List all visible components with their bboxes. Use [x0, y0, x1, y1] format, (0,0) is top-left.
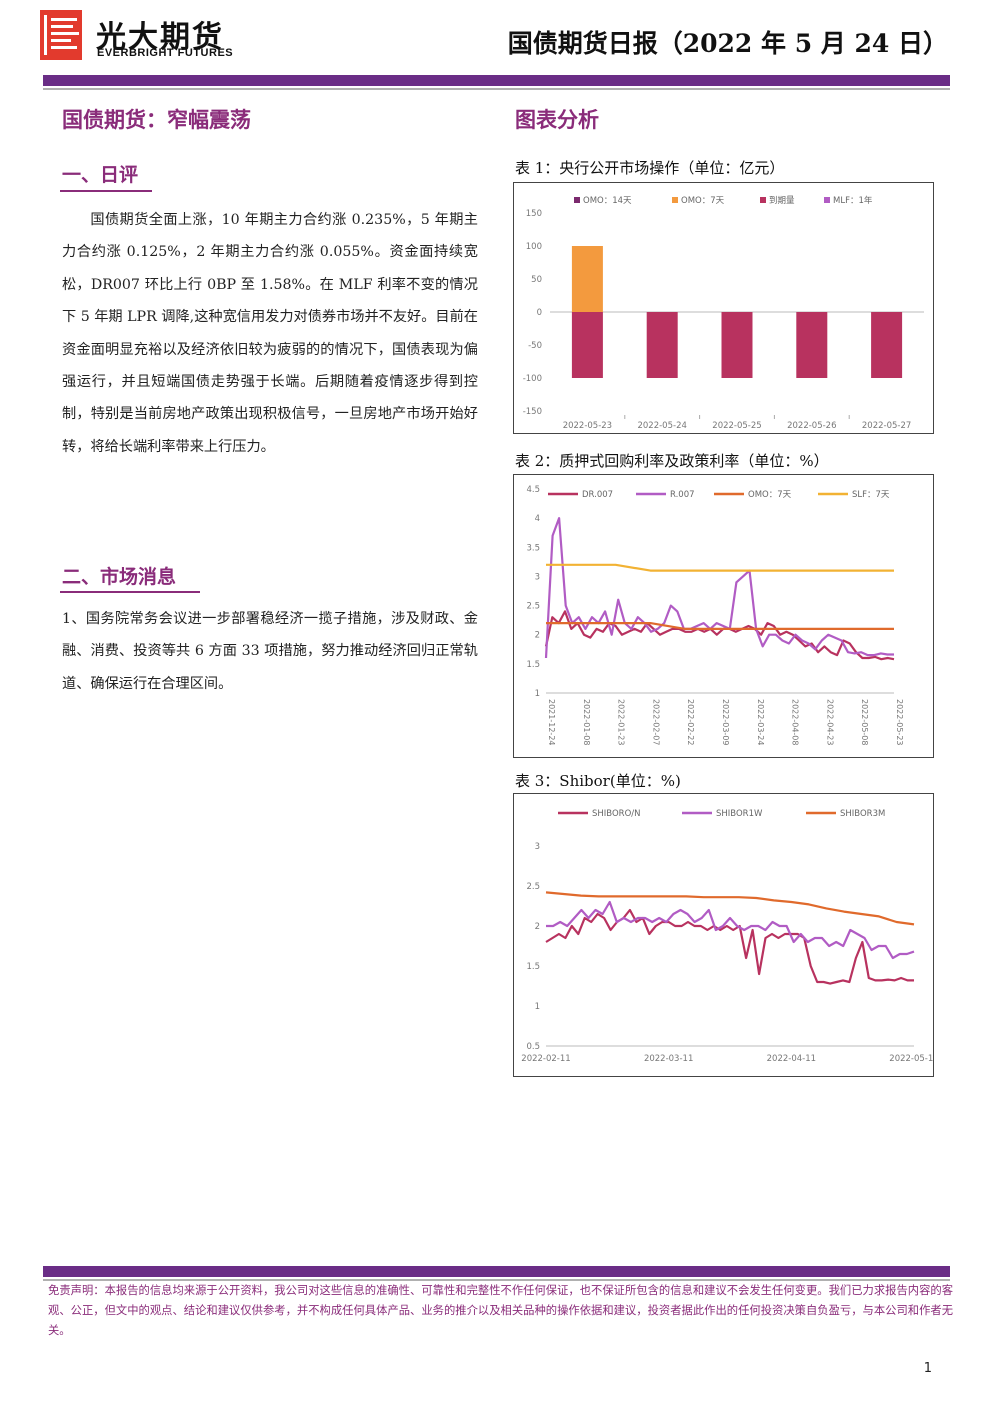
chart1-y-tick-label: 50: [531, 275, 542, 285]
chart2-x-tick-label: 2022-05-08: [860, 699, 869, 746]
chart2-legend-label: R.007: [670, 490, 695, 500]
chart3-series-line: [545, 891, 915, 926]
chart2-y-tick-label: 2: [535, 631, 540, 641]
footer-divider-bar: [43, 1266, 950, 1277]
section1-body: 国债期货全面上涨，10 年期主力合约涨 0.235%，5 年期主力合约涨 0.1…: [62, 212, 478, 455]
chart3-y-tick-label: 1.5: [526, 962, 540, 972]
disclaimer-text: 免责声明：本报告的信息均来源于公开资料，我公司对这些信息的准确性、可靠性和完整性…: [48, 1284, 953, 1337]
chart1-legend-swatch: [760, 197, 766, 203]
logo-english-name: EVERBRIGHT FUTURES: [97, 47, 234, 59]
section1-heading: 一、日评: [62, 164, 139, 186]
chart1-bar: [721, 312, 753, 378]
chart3-y-tick-label: 0.5: [526, 1042, 540, 1052]
chart3-svg: SHIBORO/N SHIBOR1W SHIBOR3M 3 2.5 2 1.5 1 0.5 202…: [521, 809, 933, 1064]
chart3-x-tick-label: 2022-02-11: [521, 1054, 570, 1064]
chart1-legend-label: MLF：1年: [833, 195, 873, 206]
chart2-y-tick-label: 1: [535, 689, 540, 699]
chart3-legend-label: SHIBORO/N: [592, 809, 641, 819]
chart3-y-tick-label: 2.5: [526, 882, 540, 892]
section2-heading: 二、市场消息: [62, 566, 177, 588]
chart2-frame: DR.007 R.007 OMO：7天 SLF：7天 4.5 4 3.5 3 2.5 2 1.5 1 2…: [513, 474, 934, 758]
chart1-x-tick-label: 2022-05-23: [563, 421, 612, 431]
chart1-y-tick-label: 100: [526, 242, 542, 252]
chart1-frame: OMO：14天 OMO：7天 到期量 MLF：1年 150 100 50 0 -50 -100 -1…: [513, 182, 934, 434]
chart1-bar: [646, 312, 678, 378]
chart1-y-tick-label: 0: [537, 308, 542, 318]
chart2-y-tick-label: 3.5: [526, 543, 540, 553]
chart2-series-line: [544, 516, 894, 659]
chart1-legend-label: 到期量: [769, 196, 795, 206]
chart3-x-tick-label: 2022-03-11: [644, 1054, 693, 1064]
chart2-x-tick-label: 2022-02-22: [686, 699, 695, 746]
chart-analysis-heading: 图表分析: [515, 107, 599, 132]
section2-body: 1、国务院常务会议进一步部署稳经济一揽子措施，涉及财政、金融、消费、投资等共 6…: [62, 611, 478, 692]
chart3-legend-label: SHIBOR3M: [840, 809, 885, 819]
chart1-y-tick-label: -50: [528, 341, 542, 351]
chart1-y-tick-label: -150: [523, 407, 542, 417]
section2-underline: [60, 591, 200, 593]
chart1-x-tick-label: 2022-05-26: [787, 421, 836, 431]
footer-divider-line: [43, 1279, 950, 1281]
chart3-legend-label: SHIBOR1W: [716, 809, 763, 819]
chart2-series-line: [544, 610, 895, 661]
chart1-bar: [571, 312, 603, 378]
chart2-series-line: [546, 563, 894, 572]
chart2-svg: DR.007 R.007 OMO：7天 SLF：7天4.543.532.521.512…: [526, 485, 904, 746]
chart3-frame: SHIBORO/N SHIBOR1W SHIBOR3M 3 2.5 2 1.5 1 0.5 202…: [513, 793, 934, 1077]
chart2-x-tick-label: 2022-03-09: [721, 699, 730, 746]
chart1-x-tick-label: 2022-05-25: [712, 421, 761, 431]
chart3-y-tick-label: 2: [535, 922, 540, 932]
chart2-y-tick-label: 2.5: [526, 602, 540, 612]
chart1-svg: OMO：14天 OMO：7天 到期量 MLF：1年 150 100 50 0 -50 -100 -1…: [523, 195, 924, 431]
chart2-y-tick-label: 4.5: [526, 485, 540, 495]
report-title: 国债期货日报（2022 年 5 月 24 日）: [507, 29, 948, 58]
chart2-x-tick-label: 2022-04-23: [825, 699, 834, 746]
chart1-legend-label: OMO：7天: [681, 196, 725, 206]
chart2-series-line: [546, 622, 894, 630]
header-divider-line: [43, 88, 950, 90]
chart1-legend-swatch: [672, 197, 678, 203]
chart1-bar: [871, 312, 903, 378]
chart1-x-tick-label: 2022-05-27: [862, 421, 911, 431]
chart1-bar: [796, 312, 828, 378]
chart1-legend-label: OMO：14天: [583, 196, 632, 206]
chart3-caption: 表 3：Shibor(单位：%): [515, 772, 681, 790]
section1-underline: [60, 190, 152, 192]
logo-chinese-name: 光大期货: [96, 20, 224, 55]
chart2-legend-label: OMO：7天: [748, 490, 792, 500]
main-title: 国债期货：窄幅震荡: [62, 107, 251, 132]
chart2-x-tick-label: 2021-12-24: [547, 699, 556, 746]
chart2-caption: 表 2：质押式回购利率及政策利率（单位：%）: [515, 452, 829, 470]
chart3-y-tick-label: 1: [535, 1002, 540, 1012]
chart1-legend-swatch: [824, 197, 830, 203]
chart1-x-tick-label: 2022-05-24: [637, 421, 686, 431]
chart2-x-tick-label: 2022-04-08: [791, 699, 800, 746]
chart1-legend-swatch: [574, 197, 580, 203]
header-divider-bar: [43, 75, 950, 86]
chart3-x-tick-label: 2022-04-11: [767, 1054, 816, 1064]
chart2-x-tick-label: 2022-02-07: [651, 699, 660, 746]
page-number: 1: [923, 1361, 932, 1376]
chart2-x-tick-label: 2022-01-23: [617, 699, 626, 746]
chart1-y-tick-label: 150: [526, 209, 542, 219]
chart1-bar: [571, 246, 603, 312]
company-logo-mark: [40, 10, 82, 60]
chart3-y-tick-label: 3: [535, 842, 540, 852]
chart2-legend-label: SLF：7天: [852, 490, 890, 500]
chart1-caption: 表 1：央行公开市场操作（单位：亿元）: [515, 159, 785, 177]
chart2-x-tick-label: 2022-05-23: [895, 699, 904, 746]
chart2-y-tick-label: 3: [535, 572, 540, 582]
chart3-series-line: [545, 908, 914, 985]
chart2-legend-label: DR.007: [582, 490, 613, 500]
chart2-y-tick-label: 4: [535, 514, 540, 524]
chart2-y-tick-label: 1.5: [526, 660, 540, 670]
chart2-x-tick-label: 2022-01-08: [582, 699, 591, 746]
chart2-x-tick-label: 2022-03-24: [756, 699, 765, 746]
chart1-y-tick-label: -100: [523, 374, 542, 384]
chart3-x-tick-label: 2022-05-11: [889, 1054, 933, 1064]
chart3-series-line: [546, 900, 915, 960]
